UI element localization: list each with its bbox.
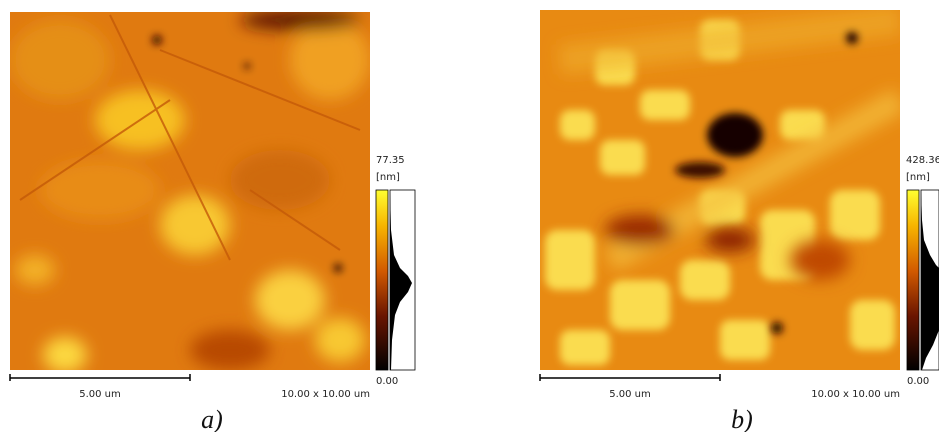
scale-max: 77.35: [376, 155, 405, 166]
panel-label: a): [201, 405, 223, 432]
figure: 77.35 [nm] 0.00 5.00 um 10.00 x 10.00 um…: [0, 0, 939, 432]
scale-bar-label: 5.00 um: [79, 389, 121, 400]
scan-size: 10.00 x 10.00 um: [281, 389, 370, 400]
scale-max: 428.36: [906, 155, 939, 166]
scale-bar: [540, 374, 720, 381]
scale-bar-label: 5.00 um: [609, 389, 651, 400]
scan-size: 10.00 x 10.00 um: [811, 389, 900, 400]
unit: [nm]: [906, 172, 930, 183]
colorbar: [907, 190, 919, 370]
page: 77.35 [nm] 0.00 5.00 um 10.00 x 10.00 um…: [0, 0, 939, 432]
scale-bar: [10, 374, 190, 381]
afm-image-a: [10, 10, 370, 373]
colorbar: [376, 190, 388, 370]
panel-label: b): [731, 405, 753, 432]
afm-image-b: [540, 10, 900, 370]
scale-min: 0.00: [907, 376, 929, 387]
unit: [nm]: [376, 172, 400, 183]
scale-min: 0.00: [376, 376, 398, 387]
